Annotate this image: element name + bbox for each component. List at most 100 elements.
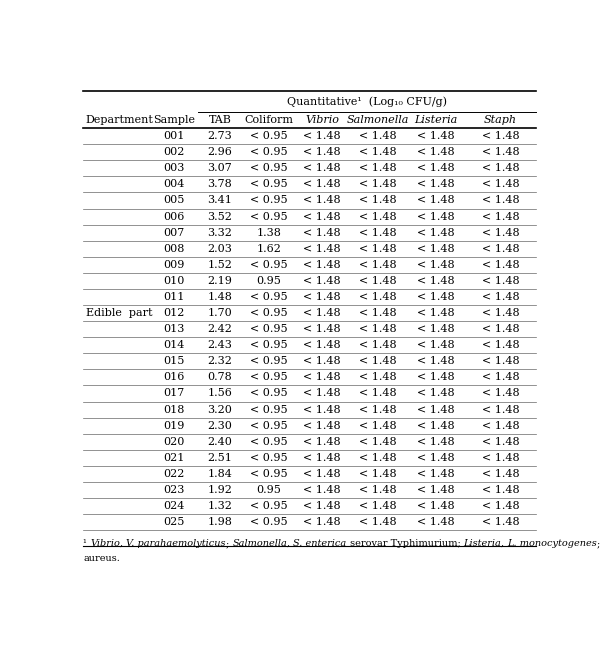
Text: 2.40: 2.40	[208, 437, 233, 447]
Text: 0.95: 0.95	[256, 276, 281, 286]
Text: < 0.95: < 0.95	[250, 308, 288, 318]
Text: V. parahaemolyticus: V. parahaemolyticus	[126, 539, 226, 548]
Text: < 1.48: < 1.48	[481, 227, 519, 237]
Text: 0.78: 0.78	[208, 373, 233, 383]
Text: 2.03: 2.03	[208, 244, 233, 254]
Text: TAB: TAB	[208, 115, 231, 125]
Text: < 1.48: < 1.48	[481, 260, 519, 270]
Text: Salmonella: Salmonella	[347, 115, 409, 125]
Text: Listeria: Listeria	[414, 115, 457, 125]
Text: 3.07: 3.07	[208, 163, 233, 173]
Text: < 1.48: < 1.48	[481, 420, 519, 431]
Text: 015: 015	[163, 356, 185, 366]
Text: < 1.48: < 1.48	[417, 244, 455, 254]
Text: ,: ,	[287, 539, 294, 548]
Text: ;: ;	[226, 539, 233, 548]
Text: < 1.48: < 1.48	[303, 324, 341, 334]
Text: < 1.48: < 1.48	[359, 340, 397, 350]
Text: 011: 011	[163, 292, 185, 302]
Text: < 1.48: < 1.48	[481, 131, 519, 141]
Text: 1.84: 1.84	[208, 469, 233, 479]
Text: 003: 003	[163, 163, 185, 173]
Text: < 1.48: < 1.48	[359, 404, 397, 414]
Text: < 1.48: < 1.48	[417, 469, 455, 479]
Text: < 1.48: < 1.48	[481, 147, 519, 157]
Text: < 1.48: < 1.48	[417, 420, 455, 431]
Text: < 1.48: < 1.48	[417, 437, 455, 447]
Text: < 0.95: < 0.95	[250, 131, 288, 141]
Text: 024: 024	[163, 501, 185, 511]
Text: < 1.48: < 1.48	[417, 227, 455, 237]
Text: 021: 021	[163, 453, 185, 463]
Text: < 0.95: < 0.95	[250, 356, 288, 366]
Text: < 1.48: < 1.48	[359, 501, 397, 511]
Text: 025: 025	[163, 517, 185, 527]
Text: < 1.48: < 1.48	[359, 211, 397, 221]
Text: serovar Typhimurium;: serovar Typhimurium;	[347, 539, 463, 548]
Text: < 0.95: < 0.95	[250, 340, 288, 350]
Text: < 1.48: < 1.48	[303, 196, 341, 206]
Text: < 1.48: < 1.48	[417, 211, 455, 221]
Text: < 1.48: < 1.48	[481, 501, 519, 511]
Text: < 1.48: < 1.48	[303, 227, 341, 237]
Text: 1.38: 1.38	[256, 227, 281, 237]
Text: < 1.48: < 1.48	[417, 373, 455, 383]
Text: < 1.48: < 1.48	[481, 292, 519, 302]
Text: < 1.48: < 1.48	[417, 147, 455, 157]
Text: < 0.95: < 0.95	[250, 420, 288, 431]
Text: < 1.48: < 1.48	[359, 163, 397, 173]
Text: < 0.95: < 0.95	[250, 453, 288, 463]
Text: 3.20: 3.20	[208, 404, 233, 414]
Text: < 0.95: < 0.95	[250, 389, 288, 398]
Text: 1.62: 1.62	[256, 244, 281, 254]
Text: 001: 001	[163, 131, 185, 141]
Text: ,: ,	[120, 539, 126, 548]
Text: < 1.48: < 1.48	[417, 389, 455, 398]
Text: 018: 018	[163, 404, 185, 414]
Text: < 0.95: < 0.95	[250, 517, 288, 527]
Text: < 1.48: < 1.48	[303, 517, 341, 527]
Text: < 1.48: < 1.48	[481, 517, 519, 527]
Text: ;: ;	[597, 539, 604, 548]
Text: Vibrio: Vibrio	[305, 115, 339, 125]
Text: < 1.48: < 1.48	[481, 356, 519, 366]
Text: 016: 016	[163, 373, 185, 383]
Text: < 1.48: < 1.48	[359, 453, 397, 463]
Text: < 1.48: < 1.48	[417, 453, 455, 463]
Text: Coliform: Coliform	[244, 115, 294, 125]
Text: 1.92: 1.92	[208, 485, 233, 495]
Text: < 1.48: < 1.48	[481, 389, 519, 398]
Text: < 1.48: < 1.48	[359, 292, 397, 302]
Text: < 1.48: < 1.48	[303, 292, 341, 302]
Text: < 0.95: < 0.95	[250, 469, 288, 479]
Text: < 1.48: < 1.48	[303, 501, 341, 511]
Text: < 1.48: < 1.48	[481, 244, 519, 254]
Text: < 0.95: < 0.95	[250, 501, 288, 511]
Text: < 1.48: < 1.48	[359, 469, 397, 479]
Text: Edible  part: Edible part	[86, 308, 152, 318]
Text: 017: 017	[163, 389, 185, 398]
Text: 020: 020	[163, 437, 185, 447]
Text: < 1.48: < 1.48	[303, 389, 341, 398]
Text: < 0.95: < 0.95	[250, 196, 288, 206]
Text: < 0.95: < 0.95	[250, 404, 288, 414]
Text: < 1.48: < 1.48	[359, 227, 397, 237]
Text: < 1.48: < 1.48	[417, 163, 455, 173]
Text: < 1.48: < 1.48	[481, 211, 519, 221]
Text: 010: 010	[163, 276, 185, 286]
Text: < 1.48: < 1.48	[303, 163, 341, 173]
Text: < 1.48: < 1.48	[481, 196, 519, 206]
Text: < 1.48: < 1.48	[481, 308, 519, 318]
Text: 004: 004	[163, 180, 185, 190]
Text: < 1.48: < 1.48	[417, 356, 455, 366]
Text: < 1.48: < 1.48	[359, 420, 397, 431]
Text: < 1.48: < 1.48	[359, 324, 397, 334]
Text: 1.70: 1.70	[208, 308, 233, 318]
Text: < 1.48: < 1.48	[481, 276, 519, 286]
Text: < 0.95: < 0.95	[250, 163, 288, 173]
Text: 3.32: 3.32	[208, 227, 233, 237]
Text: < 1.48: < 1.48	[359, 437, 397, 447]
Text: < 1.48: < 1.48	[303, 469, 341, 479]
Text: < 1.48: < 1.48	[417, 404, 455, 414]
Text: 2.73: 2.73	[208, 131, 233, 141]
